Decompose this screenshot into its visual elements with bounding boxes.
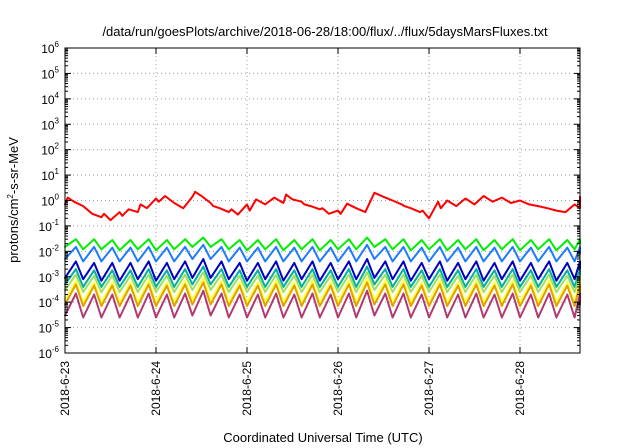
y-tick-label: 104 (41, 91, 59, 107)
y-tick-label-base: 10 (39, 347, 53, 361)
y-tick-label-exponent: 0 (55, 193, 60, 202)
x-tick-label: 2018-6-23 (58, 361, 72, 416)
y-axis-label-sup: 2 (6, 194, 15, 199)
y-tick-label: 102 (41, 142, 59, 158)
plot-frame (64, 47, 581, 354)
y-tick-label-base: 10 (41, 42, 55, 56)
series-line-5 (64, 265, 581, 288)
series-line-1 (64, 190, 581, 222)
y-tick-label-exponent: 2 (55, 142, 60, 151)
y-axis-label: protons/cm2-s-sr-MeV (6, 137, 21, 263)
x-tick-label: 2018-6-24 (149, 361, 163, 416)
y-tick-label-exponent: 3 (55, 116, 60, 125)
x-tick-label: 2018-6-25 (240, 361, 254, 416)
y-tick-label: 10-5 (39, 320, 60, 336)
y-tick-labels: 10-610-510-410-310-210-11001011021031041… (39, 40, 60, 361)
y-tick-label: 101 (41, 167, 59, 183)
y-tick-label-exponent: 5 (55, 65, 60, 74)
y-tick-label: 10-2 (39, 243, 60, 259)
y-tick-label-base: 10 (41, 93, 55, 107)
series-line-8 (64, 281, 581, 308)
y-tick-label-base: 10 (39, 271, 53, 285)
y-tick-label: 106 (41, 40, 59, 56)
y-tick-label-base: 10 (41, 67, 55, 81)
y-tick-label-exponent: -4 (52, 294, 60, 303)
chart-title: /data/run/goesPlots/archive/2018-06-28/1… (102, 24, 548, 39)
y-tick-label: 103 (41, 116, 59, 132)
x-tick-label: 2018-6-26 (331, 361, 345, 416)
y-tick-label: 100 (41, 193, 59, 209)
y-tick-label-exponent: -5 (52, 320, 60, 329)
series-line-6 (64, 271, 581, 294)
y-tick-label-exponent: -1 (52, 218, 60, 227)
x-tick-labels: 2018-6-23 2018-6-24 2018-6-25 2018-6-26 2018… (58, 361, 527, 416)
series-line-9 (64, 289, 581, 319)
y-tick-label-exponent: 4 (55, 91, 60, 100)
y-tick-label-base: 10 (41, 144, 55, 158)
y-tick-label-exponent: 1 (55, 167, 60, 176)
x-axis-label: Coordinated Universal Time (UTC) (223, 430, 422, 445)
y-tick-label-base: 10 (39, 296, 53, 310)
y-tick-label: 10-6 (39, 345, 60, 361)
y-tick-label-base: 10 (41, 195, 55, 209)
series-line-2 (64, 236, 581, 252)
y-axis-label-base: protons/cm (6, 199, 21, 263)
y-tick-label: 10-3 (39, 269, 60, 285)
series-line-7 (64, 276, 581, 304)
y-axis-label-rest: -s-sr-MeV (6, 137, 21, 194)
y-tick-label-exponent: -6 (52, 345, 60, 354)
y-tick-label-base: 10 (39, 322, 53, 336)
y-tick-label-base: 10 (41, 169, 55, 183)
y-tick-label-exponent: -2 (52, 243, 60, 252)
series-line-4 (64, 258, 581, 282)
y-tick-label-base: 10 (41, 118, 55, 132)
y-tick-label-exponent: -3 (52, 269, 60, 278)
y-tick-label-base: 10 (39, 245, 53, 259)
y-tick-label: 10-4 (39, 294, 60, 310)
y-tick-label-exponent: 6 (55, 40, 60, 49)
series-line-3 (64, 243, 581, 263)
x-tick-label: 2018-6-27 (422, 361, 436, 416)
y-tick-label: 105 (41, 65, 59, 81)
y-tick-label-base: 10 (39, 220, 53, 234)
series-group (64, 190, 581, 319)
y-tick-label: 10-1 (39, 218, 60, 234)
x-tick-label: 2018-6-28 (513, 361, 527, 416)
